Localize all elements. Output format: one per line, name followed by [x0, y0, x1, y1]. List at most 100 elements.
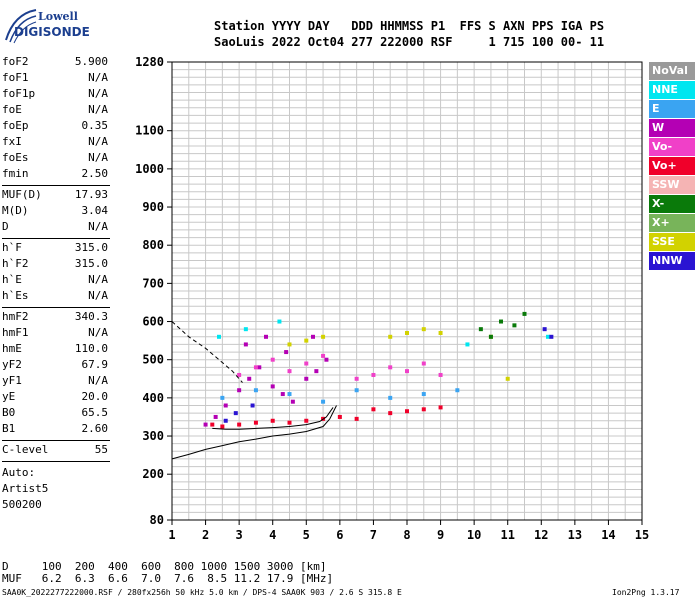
- param-name: foE: [2, 103, 22, 116]
- param-row: yE 20.0: [2, 390, 108, 406]
- data-point: [223, 403, 228, 408]
- param-value: 315.0: [74, 241, 108, 254]
- data-point: [438, 330, 443, 335]
- logo-wave-icon: [5, 9, 37, 44]
- param-value: 3.04: [81, 204, 109, 217]
- param-name: yF2: [2, 358, 22, 371]
- trace-dashed: [171, 321, 243, 383]
- data-point: [223, 418, 228, 423]
- data-point: [220, 424, 225, 429]
- data-point: [542, 327, 547, 332]
- param-value: 315.0: [74, 257, 108, 270]
- param-name: h`F2: [2, 257, 29, 270]
- data-point: [210, 422, 215, 427]
- profile-2: [212, 407, 334, 430]
- header-line1: Station YYYY DAY DDD HHMMSS P1 FFS S AXN…: [214, 19, 605, 33]
- data-point: [250, 403, 255, 408]
- y-tick-label: 900: [142, 200, 164, 214]
- data-point: [233, 411, 238, 416]
- data-point: [455, 388, 460, 393]
- data-point: [549, 334, 554, 339]
- data-point: [257, 365, 262, 370]
- param-name: D: [2, 220, 9, 233]
- x-tick-label: 3: [236, 528, 243, 542]
- y-tick-label: 600: [142, 315, 164, 329]
- data-point: [270, 418, 275, 423]
- autoscale-l2: Artist5: [2, 482, 49, 495]
- x-tick-label: 8: [403, 528, 410, 542]
- param-name: M(D): [2, 204, 29, 217]
- data-point: [499, 319, 503, 324]
- data-point: [405, 369, 409, 374]
- param-value: N/A: [88, 87, 108, 100]
- series-nnw: [223, 327, 554, 423]
- legend-item: NNW: [649, 252, 695, 270]
- data-point: [290, 399, 295, 404]
- series-vo-: [210, 405, 443, 429]
- param-name: hmF2: [2, 310, 29, 323]
- data-point: [546, 334, 550, 339]
- station-header: Station YYYY DAY DDD HHMMSS P1 FFS S AXN…: [214, 18, 604, 50]
- series-nne: [217, 319, 550, 347]
- param-value: 65.5: [81, 406, 109, 419]
- x-tick-label: 1: [168, 528, 175, 542]
- data-point: [253, 388, 258, 393]
- data-point: [421, 361, 426, 366]
- data-point: [371, 407, 376, 412]
- param-value: 67.9: [81, 358, 109, 371]
- y-tick-label: 800: [142, 238, 164, 252]
- separator: [2, 461, 110, 462]
- profile-1: [171, 405, 337, 460]
- param-row: B1 2.60: [2, 422, 108, 438]
- legend-item: X-: [649, 195, 695, 213]
- muf-table-line2: MUF 6.2 6.3 6.6 7.0 7.6 8.5 11.2 17.9 [M…: [2, 572, 334, 585]
- data-point: [237, 372, 242, 377]
- param-row: h`F 315.0: [2, 241, 108, 257]
- header-line2: SaoLuis 2022 Oct04 277 222000 RSF 1 715 …: [214, 35, 605, 49]
- param-row: hmE 110.0: [2, 342, 108, 358]
- data-point: [388, 411, 393, 416]
- data-point: [243, 342, 248, 347]
- data-point: [488, 334, 493, 339]
- data-point: [438, 405, 443, 410]
- data-point: [371, 372, 376, 377]
- param-row: yF1 N/A: [2, 374, 108, 390]
- logo-line2: DIGISONDE: [14, 25, 90, 39]
- version-label: Ion2Png 1.3.17: [612, 588, 680, 597]
- chart-grid: [171, 62, 643, 520]
- param-value: N/A: [88, 71, 108, 84]
- data-point: [321, 334, 326, 339]
- y-tick-label: 500: [142, 353, 164, 367]
- muf-table-line1: D 100 200 400 600 800 1000 1500 3000 [km…: [2, 560, 327, 573]
- x-tick-label: 4: [269, 528, 276, 542]
- data-point: [405, 409, 409, 414]
- x-tick-label: 15: [635, 528, 649, 542]
- x-tick-label: 7: [370, 528, 377, 542]
- param-row: D N/A: [2, 220, 108, 236]
- chart-points: [203, 311, 554, 429]
- data-point: [311, 334, 315, 339]
- param-row: fxI N/A: [2, 135, 108, 151]
- data-point: [354, 388, 359, 393]
- data-point: [505, 376, 510, 381]
- footer-info: SAA0K_2022277222000.RSF / 280fx256h 50 k…: [2, 588, 402, 597]
- data-point: [388, 365, 393, 370]
- param-name: foEs: [2, 151, 29, 164]
- data-point: [287, 342, 292, 347]
- logo-line1: Lowell: [38, 10, 78, 23]
- data-point: [512, 323, 517, 328]
- y-axis-ticks: 80 200 300 400 500 600 700 800 900 1000 1100 1280: [135, 55, 172, 527]
- data-point: [277, 319, 282, 324]
- data-point: [264, 334, 268, 339]
- param-row: C-level 55: [2, 443, 108, 459]
- x-tick-label: 11: [500, 528, 514, 542]
- param-value: N/A: [88, 326, 108, 339]
- data-point: [304, 418, 309, 423]
- param-row: hmF1 N/A: [2, 326, 108, 342]
- param-row: h`Es N/A: [2, 289, 108, 305]
- param-name: yE: [2, 390, 16, 403]
- param-name: h`E: [2, 273, 22, 286]
- data-point: [280, 392, 285, 397]
- legend-item: SSE: [649, 233, 695, 251]
